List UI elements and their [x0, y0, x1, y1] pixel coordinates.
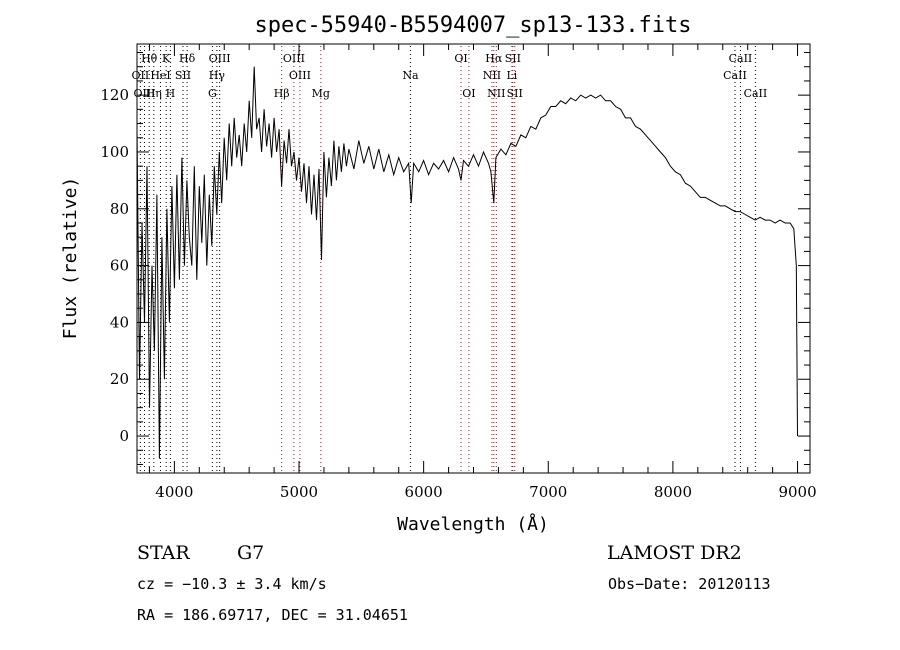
line-label: H	[166, 87, 176, 100]
y-tick-label: 80	[110, 200, 129, 218]
line-label: SII	[505, 52, 521, 65]
survey-name: LAMOST DR2	[607, 542, 742, 564]
line-label: Na	[402, 69, 419, 82]
line-label: OIII	[289, 69, 311, 82]
redshift-velocity: cz = −10.3 ± 3.4 km/s	[137, 575, 327, 593]
x-tick-label: 8000	[654, 483, 692, 501]
line-label: OI	[462, 87, 475, 100]
y-axis-label: Flux (relative)	[60, 177, 81, 340]
line-label: Hθ	[141, 52, 158, 65]
y-tick-label: 20	[110, 370, 129, 388]
line-label: G	[208, 87, 217, 100]
x-tick-label: 6000	[405, 483, 443, 501]
observation-date: Obs−Date: 20120113	[608, 575, 771, 593]
spectrum-series-line	[136, 66, 798, 459]
line-label: K	[162, 52, 171, 65]
line-label: CaII	[729, 52, 753, 65]
line-label: OIII	[283, 52, 305, 65]
line-label: CaII	[744, 87, 768, 100]
x-tick-label: 9000	[778, 483, 816, 501]
x-axis-label: Wavelength (Å)	[397, 513, 549, 535]
line-label: OI	[454, 52, 467, 65]
line-label: NII	[487, 87, 505, 100]
chart-title: spec-55940-B5594007_sp13-133.fits	[254, 13, 691, 38]
line-label: SII	[175, 69, 191, 82]
line-label: SII	[507, 87, 523, 100]
y-tick-label: 0	[119, 427, 129, 445]
x-tick-label: 4000	[155, 483, 193, 501]
line-label: NII	[483, 69, 501, 82]
line-label: HeI	[150, 69, 170, 82]
line-label: Hα	[485, 52, 503, 65]
y-tick-label: 40	[110, 313, 129, 331]
y-axis-ticks: 0 20 40 60 80 100 120	[100, 52, 810, 465]
x-tick-label: 5000	[280, 483, 318, 501]
line-label: OII	[132, 69, 150, 82]
plot-frame	[136, 43, 811, 474]
x-axis-ticks: 4000 5000 6000 7000 8000 9000	[148, 44, 817, 501]
y-tick-label: 60	[110, 257, 129, 275]
line-label: Mg	[312, 87, 330, 100]
line-label: Hδ	[179, 52, 196, 65]
object-subclass: G7	[237, 542, 264, 564]
coordinates: RA = 186.69717, DEC = 31.04651	[137, 606, 408, 624]
y-tick-label: 100	[100, 143, 129, 161]
line-label: CaII	[723, 69, 747, 82]
object-class: STAR	[137, 542, 190, 564]
x-tick-label: 7000	[529, 483, 567, 501]
y-tick-label: 120	[100, 86, 129, 104]
line-label: Hη	[146, 87, 162, 100]
line-label: Hγ	[209, 69, 226, 82]
line-label: OIII	[209, 52, 231, 65]
line-label: OIII	[133, 87, 155, 100]
line-label: Hβ	[274, 87, 290, 100]
line-label: Li	[506, 69, 517, 82]
spectral-line-markers	[139, 46, 756, 473]
